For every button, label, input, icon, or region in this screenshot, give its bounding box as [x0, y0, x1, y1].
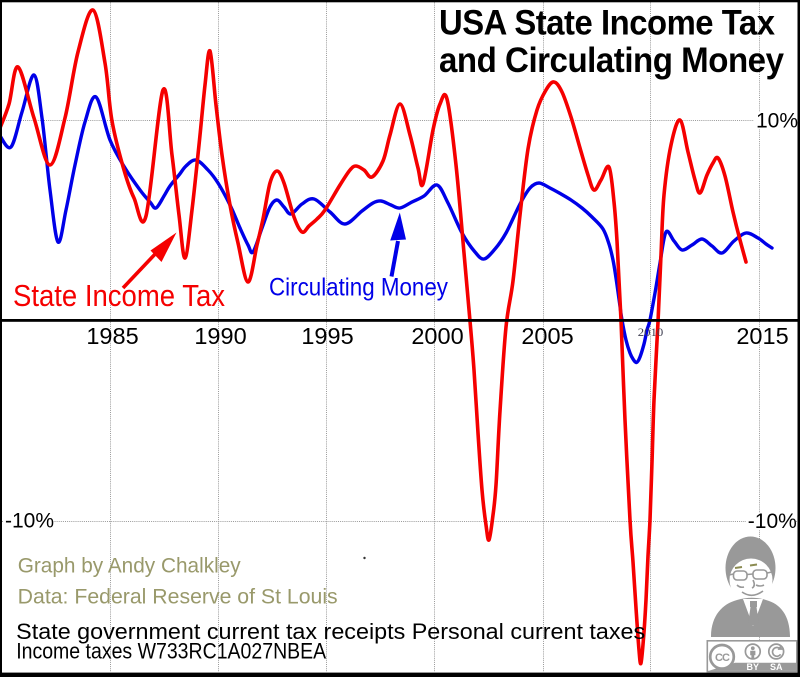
svg-text:1990: 1990	[194, 323, 246, 349]
svg-text:2010: 2010	[638, 327, 664, 339]
svg-text:Income taxes W733RC1A027NBEA: Income taxes W733RC1A027NBEA	[16, 639, 326, 664]
svg-text:-10%: -10%	[5, 510, 54, 533]
svg-text:1995: 1995	[301, 323, 353, 349]
svg-text:USA State Income Tax: USA State Income Tax	[439, 4, 775, 43]
svg-text:2005: 2005	[521, 323, 573, 349]
svg-text:10%: 10%	[756, 110, 798, 133]
svg-text:2015: 2015	[736, 323, 788, 349]
svg-text:State Income Tax: State Income Tax	[13, 278, 225, 313]
svg-text:Data: Federal Reserve of St Lo: Data: Federal Reserve of St Louis	[18, 586, 338, 609]
svg-text:2000: 2000	[411, 323, 463, 349]
svg-text:Graph by Andy Chalkley: Graph by Andy Chalkley	[18, 555, 241, 578]
svg-text:SA: SA	[770, 662, 783, 672]
svg-text:CC: CC	[715, 652, 730, 664]
svg-text:and Circulating Money: and Circulating Money	[439, 41, 784, 80]
svg-text:Circulating Money: Circulating Money	[269, 274, 448, 302]
svg-text:BY: BY	[747, 662, 760, 672]
svg-text:State government current tax r: State government current tax receipts Pe…	[16, 619, 645, 644]
svg-text:-10%: -10%	[748, 510, 797, 533]
svg-text:1985: 1985	[86, 323, 138, 349]
